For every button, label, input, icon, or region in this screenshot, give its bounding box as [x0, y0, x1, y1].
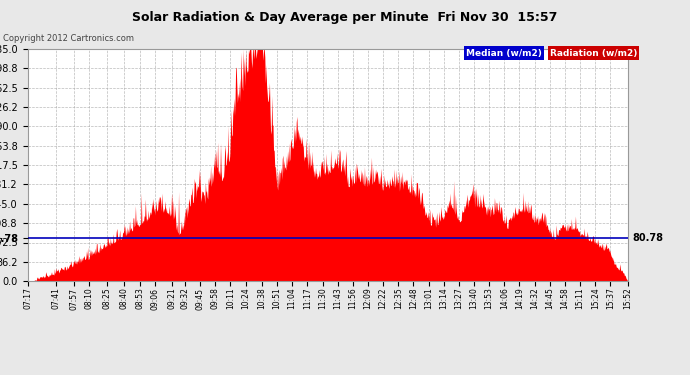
Text: Median (w/m2): Median (w/m2) — [466, 49, 542, 58]
Text: Copyright 2012 Cartronics.com: Copyright 2012 Cartronics.com — [3, 34, 135, 43]
Text: Radiation (w/m2): Radiation (w/m2) — [550, 49, 638, 58]
Text: Solar Radiation & Day Average per Minute  Fri Nov 30  15:57: Solar Radiation & Day Average per Minute… — [132, 11, 558, 24]
Text: 80.78: 80.78 — [632, 233, 663, 243]
